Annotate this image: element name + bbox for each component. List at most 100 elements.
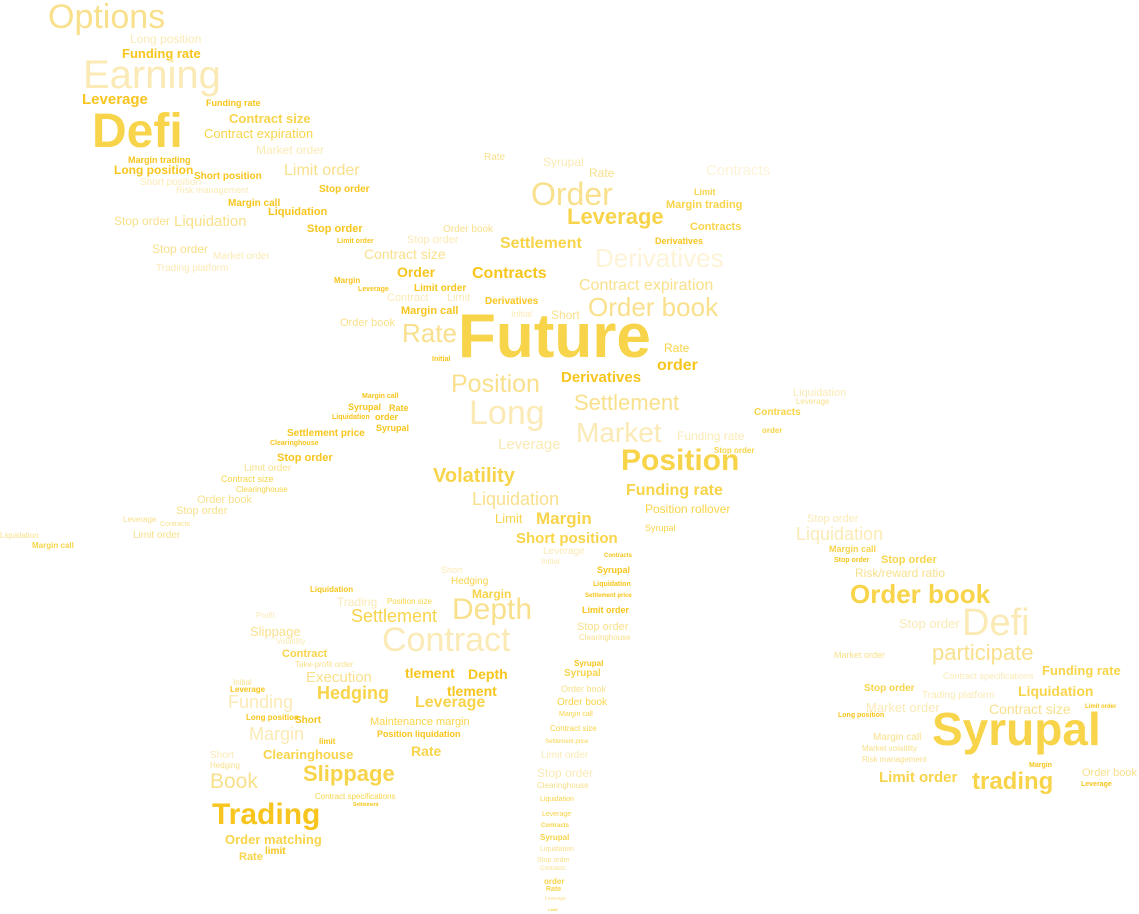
cloud-word: Settlement [574, 390, 680, 415]
cloud-word: Market order [834, 650, 886, 660]
cloud-word: Liquidation [1018, 683, 1094, 699]
cloud-word: Margin trading [128, 155, 191, 165]
cloud-word: Trading platform [922, 690, 995, 701]
cloud-word: Stop order [537, 766, 594, 780]
cloud-word: Liquidation [540, 846, 574, 853]
cloud-word: Syrupal [574, 659, 604, 668]
cloud-word: Stop order [714, 446, 755, 455]
cloud-word: Order matching [225, 832, 322, 847]
cloud-word: Syrupal [932, 703, 1101, 755]
cloud-word: Contract size [221, 474, 274, 484]
cloud-word: Liquidation [0, 531, 39, 540]
cloud-word: Leverage [415, 694, 486, 711]
cloud-word: Settlement price [585, 593, 632, 599]
cloud-word: Syrupal [564, 668, 601, 679]
cloud-word: Rate [239, 851, 263, 863]
cloud-word: Liquidation [174, 213, 247, 230]
cloud-word: Earning [83, 53, 221, 97]
cloud-word: Defi [92, 105, 183, 158]
cloud-word: Hedging [210, 761, 240, 770]
cloud-word: Options [48, 0, 166, 36]
cloud-word: Market order [213, 251, 270, 262]
cloud-word: Margin trading [666, 199, 743, 211]
cloud-word: Stop order [899, 616, 960, 631]
cloud-word: Syrupal [543, 155, 584, 169]
cloud-word: Order book [443, 224, 494, 235]
cloud-word: Settlement [500, 235, 582, 252]
cloud-word: Contract [382, 621, 511, 659]
cloud-word: Derivatives [655, 236, 704, 246]
cloud-word: Leverage [543, 546, 585, 557]
cloud-word: Book [210, 770, 258, 793]
cloud-word: Position size [387, 597, 432, 606]
cloud-word: Settlement [353, 802, 379, 808]
cloud-word: tlement [405, 665, 455, 681]
cloud-word: Long [469, 394, 545, 432]
cloud-word: Syrupal [540, 833, 570, 842]
cloud-word: order [762, 426, 783, 435]
cloud-word: Stop order [577, 621, 629, 633]
cloud-word: Derivatives [561, 369, 642, 386]
cloud-word: Contract specifications [315, 792, 396, 801]
cloud-word: Order book [1082, 767, 1138, 779]
cloud-word: Limit [447, 292, 471, 304]
cloud-word: Limit order [541, 750, 589, 761]
cloud-word: Contract size [989, 701, 1071, 717]
cloud-word: Rate [589, 166, 615, 180]
cloud-word: Funding rate [626, 482, 723, 499]
cloud-word: Execution [306, 669, 372, 686]
cloud-word: Margin call [228, 198, 281, 209]
cloud-word: Clearinghouse [263, 747, 354, 762]
cloud-word: Market order [256, 143, 325, 157]
cloud-word: Risk management [176, 185, 249, 195]
cloud-word: Leverage [542, 811, 572, 818]
cloud-word: Stop order [834, 557, 870, 564]
cloud-word: Short position [516, 530, 618, 547]
cloud-word: Clearinghouse [579, 633, 631, 642]
cloud-word: Syrupal [348, 402, 382, 412]
cloud-word: Leverage [123, 515, 157, 524]
cloud-word: Order book [850, 579, 991, 609]
cloud-word: Position [451, 370, 540, 398]
cloud-word: Rate [546, 886, 562, 893]
cloud-word: Order book [561, 684, 607, 694]
cloud-word: Contract specifications [943, 671, 1034, 681]
cloud-word: Syrupal [645, 523, 676, 533]
cloud-word: Maintenance margin [370, 716, 470, 728]
cloud-word: Stop order [176, 505, 228, 517]
cloud-word: Liquidation [332, 414, 370, 421]
cloud-word: Limit order [337, 238, 374, 245]
cloud-word: Take-profit order [295, 660, 354, 669]
cloud-word: Contracts [540, 866, 566, 872]
cloud-word: Risk management [862, 755, 927, 764]
cloud-word: Long position [246, 713, 299, 722]
cloud-word: Future [458, 302, 651, 371]
cloud-word: Margin [472, 587, 512, 601]
cloud-word: Position liquidation [377, 729, 461, 739]
cloud-word: Volatility [433, 465, 515, 487]
cloud-word: Margin [334, 276, 361, 285]
cloud-word: Contract [387, 292, 429, 304]
cloud-word: Stop order [307, 223, 363, 235]
cloud-word: Leverage [82, 91, 148, 108]
cloud-word: Stop order [152, 242, 209, 256]
cloud-word: Contract [282, 648, 328, 660]
cloud-word: Contract size [229, 111, 311, 126]
cloud-word: Initial [541, 557, 560, 566]
cloud-word: Rate [484, 152, 506, 163]
cloud-word: Initial [432, 356, 451, 363]
cloud-word: Stop order [881, 554, 937, 566]
cloud-word: Long position [114, 163, 194, 177]
cloud-word: Short [551, 308, 580, 322]
cloud-word: tlement [447, 683, 497, 699]
cloud-word: Liquidation [796, 524, 884, 544]
cloud-word: Rate [389, 403, 409, 413]
cloud-word: Limit order [582, 605, 630, 615]
cloud-word: Funding rate [206, 98, 261, 108]
cloud-word: Liquidation [593, 581, 631, 588]
cloud-word: Position rollover [645, 502, 731, 516]
cloud-word: Stop order [319, 184, 370, 195]
cloud-word: Contract expiration [579, 277, 714, 294]
cloud-word: Stop order [864, 683, 915, 694]
